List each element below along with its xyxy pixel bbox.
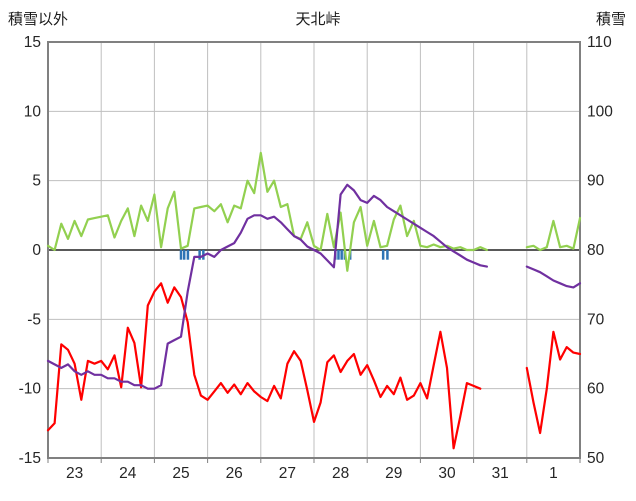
right-axis-title: 積雪 <box>595 11 626 28</box>
svg-text:23: 23 <box>66 465 83 482</box>
svg-text:15: 15 <box>24 34 41 51</box>
x-axis-tick-marks <box>47 458 581 463</box>
svg-text:-15: -15 <box>19 450 41 467</box>
svg-text:-10: -10 <box>19 381 42 398</box>
right-axis-tick-labels: 110 100 90 80 70 60 50 <box>587 34 613 467</box>
svg-text:28: 28 <box>332 465 349 482</box>
svg-text:50: 50 <box>587 450 605 467</box>
x-axis-tick-labels: 23 24 25 26 27 28 29 30 31 1 <box>66 465 558 482</box>
chart-header: 積雪以外 天北峠 積雪 <box>0 0 636 30</box>
svg-text:31: 31 <box>492 465 509 482</box>
svg-text:24: 24 <box>119 465 137 482</box>
svg-text:25: 25 <box>172 465 189 482</box>
left-axis-title: 積雪以外 <box>8 11 69 28</box>
svg-text:0: 0 <box>32 242 41 259</box>
svg-text:110: 110 <box>587 34 612 51</box>
svg-text:30: 30 <box>438 465 456 482</box>
svg-text:-5: -5 <box>27 311 41 328</box>
svg-text:100: 100 <box>587 103 613 120</box>
svg-text:90: 90 <box>587 173 605 190</box>
svg-text:10: 10 <box>24 103 42 120</box>
svg-text:60: 60 <box>587 381 605 398</box>
svg-text:70: 70 <box>587 311 605 328</box>
snow-depth-purple-series <box>46 183 582 390</box>
svg-text:1: 1 <box>549 465 558 482</box>
svg-text:27: 27 <box>279 465 296 482</box>
green-series <box>46 151 582 272</box>
svg-text:26: 26 <box>226 465 243 482</box>
svg-text:5: 5 <box>32 173 41 190</box>
chart-title: 天北峠 <box>295 11 341 28</box>
svg-text:29: 29 <box>385 465 402 482</box>
left-axis-tick-labels: 15 10 5 0 -5 -10 -15 <box>19 34 42 467</box>
svg-text:80: 80 <box>587 242 605 259</box>
